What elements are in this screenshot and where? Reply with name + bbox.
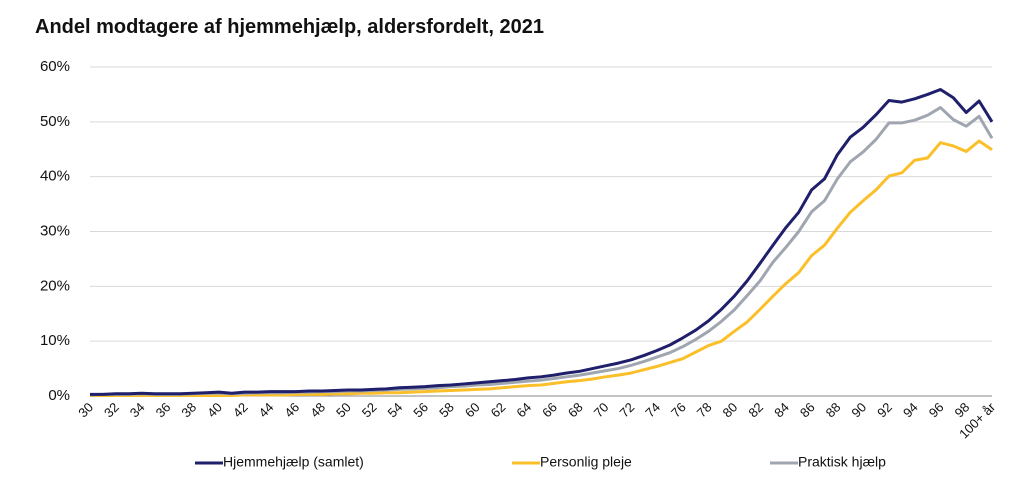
x-tick-label: 56 xyxy=(410,400,431,421)
y-tick-label: 30% xyxy=(40,222,70,239)
x-tick-label: 60 xyxy=(462,400,483,421)
line-series xyxy=(89,106,994,397)
x-tick-label: 44 xyxy=(256,400,277,421)
x-tick-label: 68 xyxy=(565,400,586,421)
x-tick-label: 66 xyxy=(539,400,560,421)
x-tick-label: 86 xyxy=(797,400,818,421)
legend-label: Personlig pleje xyxy=(540,454,632,470)
line-series xyxy=(90,139,993,397)
y-tick-label: 0% xyxy=(48,387,70,404)
x-tick-label: 50 xyxy=(333,400,354,421)
x-tick-label: 72 xyxy=(616,400,637,421)
x-tick-label: 38 xyxy=(178,400,199,421)
chart-title: Andel modtagere af hjemmehjælp, aldersfo… xyxy=(35,16,544,38)
legend-label: Praktisk hjælp xyxy=(798,454,886,470)
x-tick-label: 84 xyxy=(771,400,792,421)
x-tick-label: 52 xyxy=(359,400,380,421)
x-tick-label: 88 xyxy=(823,400,844,421)
x-tick-label: 76 xyxy=(668,400,689,421)
x-tick-label: 54 xyxy=(385,400,406,421)
x-tick-label: 62 xyxy=(488,400,509,421)
y-tick-label: 60% xyxy=(40,58,70,75)
x-tick-label: 92 xyxy=(874,400,895,421)
x-tick-label: 32 xyxy=(101,400,122,421)
x-tick-label: 40 xyxy=(204,400,225,421)
x-tick-label: 48 xyxy=(307,400,328,421)
x-tick-label: 46 xyxy=(281,400,302,421)
y-tick-label: 10% xyxy=(40,332,70,349)
legend-label: Hjemmehjælp (samlet) xyxy=(223,454,364,470)
x-tick-label: 74 xyxy=(642,400,663,421)
x-tick-label: 78 xyxy=(694,400,715,421)
x-tick-label: 36 xyxy=(153,400,174,421)
x-tick-label: 82 xyxy=(745,400,766,421)
x-tick-label: 70 xyxy=(591,400,612,421)
y-tick-label: 20% xyxy=(40,277,70,294)
y-tick-label: 40% xyxy=(40,168,70,185)
x-tick-label: 34 xyxy=(127,400,148,421)
x-tick-label: 90 xyxy=(848,400,869,421)
x-tick-label: 96 xyxy=(926,400,947,421)
x-tick-label: 30 xyxy=(75,400,96,421)
x-tick-label: 94 xyxy=(900,400,921,421)
x-tick-label: 64 xyxy=(513,400,534,421)
x-tick-label: 80 xyxy=(720,400,741,421)
y-tick-label: 50% xyxy=(40,113,70,130)
x-tick-label: 42 xyxy=(230,400,251,421)
x-tick-label: 58 xyxy=(436,400,457,421)
line-series xyxy=(90,87,994,396)
